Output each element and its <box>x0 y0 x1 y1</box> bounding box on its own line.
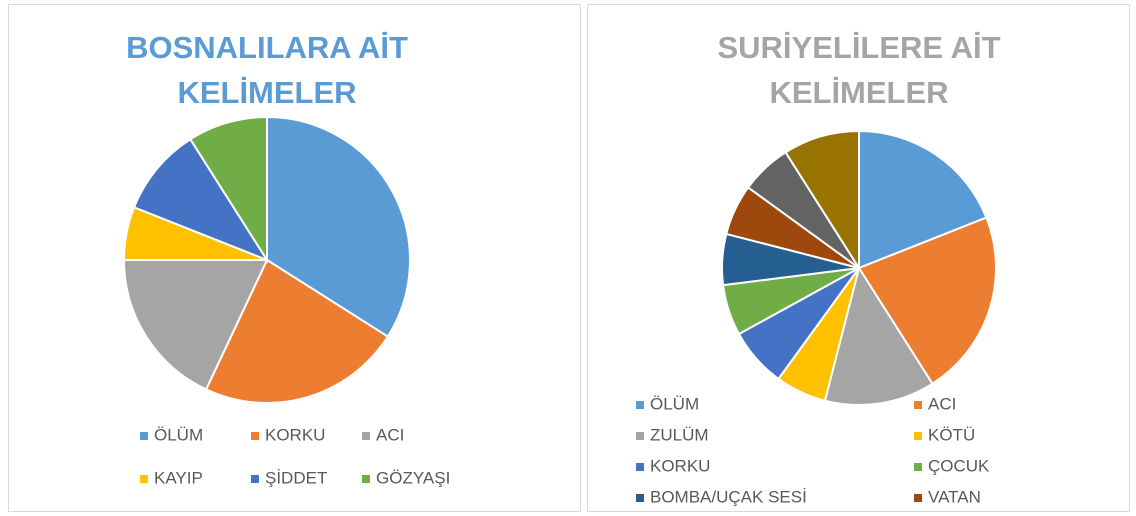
chart-title: BOSNALILARA AİT KELİMELER <box>126 30 408 110</box>
pie-slice <box>122 259 269 391</box>
panel-border <box>8 4 581 512</box>
pie-slice <box>784 129 860 272</box>
legend-label: KÖTÜ <box>928 425 975 444</box>
legend-label: VATAN <box>928 487 981 506</box>
legend-swatch <box>914 463 922 471</box>
legend-label: ŞİDDET <box>265 468 327 487</box>
legend-label: KORKU <box>650 456 710 475</box>
legend-label: KAYIP <box>154 468 203 487</box>
legend-label: ZULÜM <box>650 425 709 444</box>
legend-swatch <box>636 432 644 440</box>
pie-slice <box>188 115 268 264</box>
legend-label: ACI <box>376 425 404 444</box>
legend-label: ÖLÜM <box>650 394 699 413</box>
legend-label: ACI <box>928 394 956 413</box>
legend-label: BOMBA/UÇAK SESİ <box>650 487 807 506</box>
pie-slice <box>204 258 390 404</box>
legend-label: KORKU <box>265 425 325 444</box>
panel-border <box>587 4 1130 512</box>
pie-slice <box>858 129 988 270</box>
legend-label: GÖZYAŞI <box>376 468 450 487</box>
legend-swatch <box>636 494 644 502</box>
legend-swatch <box>140 475 148 483</box>
legend-swatch <box>636 463 644 471</box>
legend-swatch <box>251 432 259 440</box>
legend-swatch <box>251 475 259 483</box>
legend-swatch <box>914 401 922 409</box>
legend-label: ÖLÜM <box>154 425 203 444</box>
legend-swatch <box>362 475 370 483</box>
pie-slice <box>823 265 934 406</box>
pie-slice <box>857 216 997 386</box>
chart-title: SURİYELİLERE AİT KELİMELER <box>717 30 1001 110</box>
legend-swatch <box>914 494 922 502</box>
legend-swatch <box>636 401 644 409</box>
pie-slice <box>132 137 270 263</box>
legend-swatch <box>914 432 922 440</box>
legend-swatch <box>140 432 148 440</box>
legend-label: ÇOCUK <box>928 456 990 475</box>
legend-swatch <box>362 432 370 440</box>
